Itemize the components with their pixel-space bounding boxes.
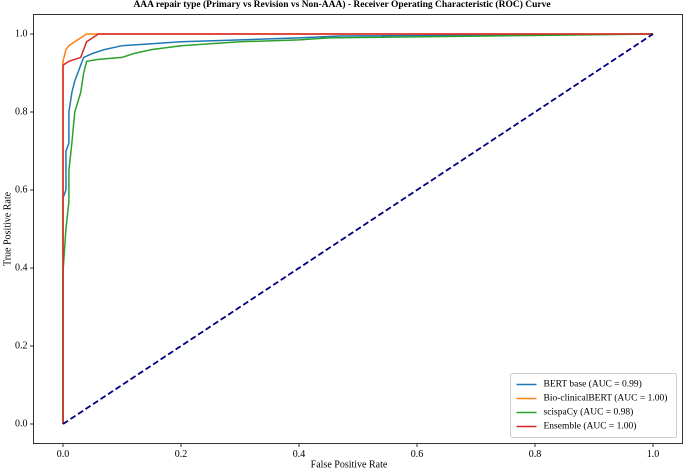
plot-frame [33, 14, 683, 444]
legend-label: BERT base (AUC = 0.99) [544, 379, 642, 390]
chart-title: AAA repair type (Primary vs Revision vs … [133, 0, 550, 10]
x-tick-label: 0.6 [411, 449, 424, 460]
y-tick-label: 0.0 [15, 418, 28, 429]
x-tick-label: 0.4 [293, 449, 306, 460]
y-tick-label: 0.8 [15, 106, 28, 117]
x-tick-label: 0.2 [175, 449, 188, 460]
x-tick-label: 0.8 [529, 449, 542, 460]
roc-line [62, 33, 653, 424]
legend-box [510, 373, 677, 438]
roc-line [62, 33, 654, 424]
x-tick-label: 1.0 [647, 449, 660, 460]
y-axis-label: True Positive Rate [2, 191, 13, 266]
legend-label: Bio-clinicalBERT (AUC = 1.00) [544, 393, 668, 404]
roc-line [62, 33, 653, 424]
legend-label: Ensemble (AUC = 1.00) [544, 421, 637, 432]
y-tick-label: 0.6 [15, 184, 28, 195]
y-tick-label: 0.4 [15, 262, 28, 273]
roc-line [62, 33, 654, 424]
x-axis-label: False Positive Rate [311, 459, 388, 470]
y-tick-label: 1.0 [15, 28, 28, 39]
x-tick-label: 0.0 [57, 449, 70, 460]
y-tick-label: 0.2 [15, 340, 28, 351]
legend-label: scispaCy (AUC = 0.98) [544, 407, 634, 418]
chance-line [62, 33, 654, 425]
